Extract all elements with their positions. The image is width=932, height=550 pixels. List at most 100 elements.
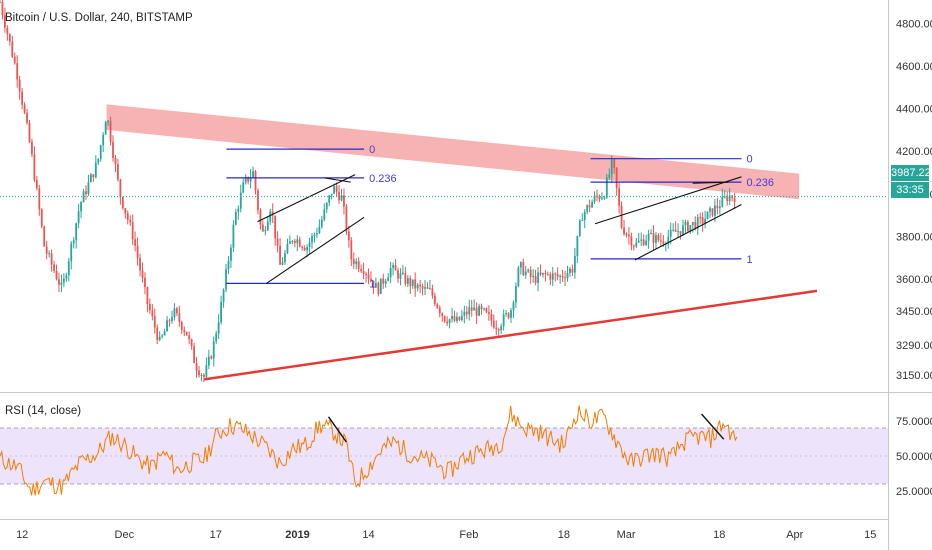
candle-body: [40, 209, 43, 227]
candle-body: [505, 313, 508, 315]
candle-body: [542, 272, 544, 275]
time-tick-label: Dec: [115, 529, 135, 541]
candle-body: [67, 261, 70, 276]
candle-body: [8, 34, 11, 42]
candle-body: [392, 265, 394, 268]
candle-body: [343, 195, 345, 207]
candle-body: [367, 274, 370, 279]
candle-body: [1, 2, 4, 16]
rsi-pane[interactable]: [0, 405, 888, 496]
price-pane-background: [0, 0, 888, 392]
candle-body: [163, 331, 166, 336]
candle-body: [556, 274, 559, 277]
candle-body: [279, 245, 281, 265]
candle-body: [99, 145, 102, 159]
candle-body: [519, 262, 522, 268]
candle-body: [114, 157, 117, 165]
candle-body: [507, 313, 510, 318]
candle-body: [252, 171, 254, 178]
candle-body: [426, 287, 429, 289]
candle-body: [733, 197, 736, 203]
price-tick-label: 3600.00: [896, 274, 932, 286]
candle-body: [593, 195, 596, 202]
candle-body: [689, 225, 692, 232]
candle-body: [402, 272, 404, 274]
candle-body: [230, 247, 232, 261]
candle-body: [330, 193, 333, 196]
candle-body: [301, 246, 304, 249]
candle-body: [460, 315, 463, 320]
candle-body: [212, 341, 215, 359]
candle-body: [97, 158, 100, 163]
candle-body: [203, 375, 205, 377]
fib-right-level-label: 1: [746, 254, 752, 266]
candle-body: [598, 196, 601, 200]
candle-body: [433, 295, 436, 305]
time-tick-label: Apr: [786, 529, 803, 541]
candle-body: [136, 245, 139, 259]
candle-body: [490, 313, 493, 321]
candle-body: [451, 316, 453, 320]
candle-body: [156, 327, 159, 341]
candle-body: [682, 225, 684, 235]
price-pane[interactable]: 0 0.236 1 0 0.236 1: [0, 0, 888, 392]
support-line: [204, 289, 818, 381]
candle-body: [195, 363, 198, 371]
candle-body: [104, 122, 107, 135]
candle-body: [628, 234, 630, 237]
candle-body: [714, 205, 716, 216]
candle-body: [539, 272, 542, 275]
candle-body: [183, 329, 186, 332]
candle-body: [13, 56, 16, 64]
candle-body: [94, 162, 97, 178]
candle-body: [527, 269, 530, 272]
resistance-band: [106, 104, 800, 200]
candle-body: [161, 335, 164, 337]
candle-body: [465, 311, 468, 315]
candle-body: [144, 277, 146, 288]
price-tick-label: 3150.00: [896, 370, 932, 382]
candle-body: [669, 229, 672, 237]
candle-body: [473, 307, 476, 311]
candle-body: [107, 120, 109, 123]
candle-body: [483, 308, 485, 310]
candle-body: [706, 211, 709, 219]
candle-body: [569, 268, 571, 273]
candle-body: [404, 272, 407, 284]
candle-body: [652, 232, 655, 243]
candle-body: [65, 275, 68, 279]
candle-body: [475, 307, 478, 316]
candle-body: [338, 191, 340, 201]
candle-body: [429, 288, 431, 290]
candle-body: [247, 176, 250, 182]
candle-body: [679, 231, 682, 235]
time-tick-label: 12: [16, 529, 28, 541]
candle-body: [456, 316, 458, 321]
candle-body: [55, 270, 58, 280]
candle-body: [121, 197, 124, 209]
candle-body: [117, 164, 119, 180]
candle-body: [667, 236, 670, 244]
candle-body: [389, 267, 392, 278]
candle-body: [377, 283, 380, 294]
candle-body: [21, 91, 24, 105]
candle-body: [244, 176, 247, 183]
candle-body: [109, 120, 112, 142]
time-tick-label: 18: [558, 529, 570, 541]
candle-body: [45, 246, 48, 254]
candle-body: [635, 242, 638, 247]
candle-body: [207, 356, 210, 366]
candle-body: [298, 239, 301, 247]
candle-body: [370, 278, 372, 281]
candle-body: [573, 256, 576, 273]
candle-body: [625, 234, 628, 236]
candle-body: [711, 208, 714, 216]
candle-body: [234, 211, 237, 225]
candle-body: [85, 191, 87, 195]
candle-body: [416, 284, 419, 289]
candle-body: [591, 201, 593, 208]
candle-body: [446, 321, 449, 324]
price-tick-label: 4400.00: [896, 104, 932, 116]
